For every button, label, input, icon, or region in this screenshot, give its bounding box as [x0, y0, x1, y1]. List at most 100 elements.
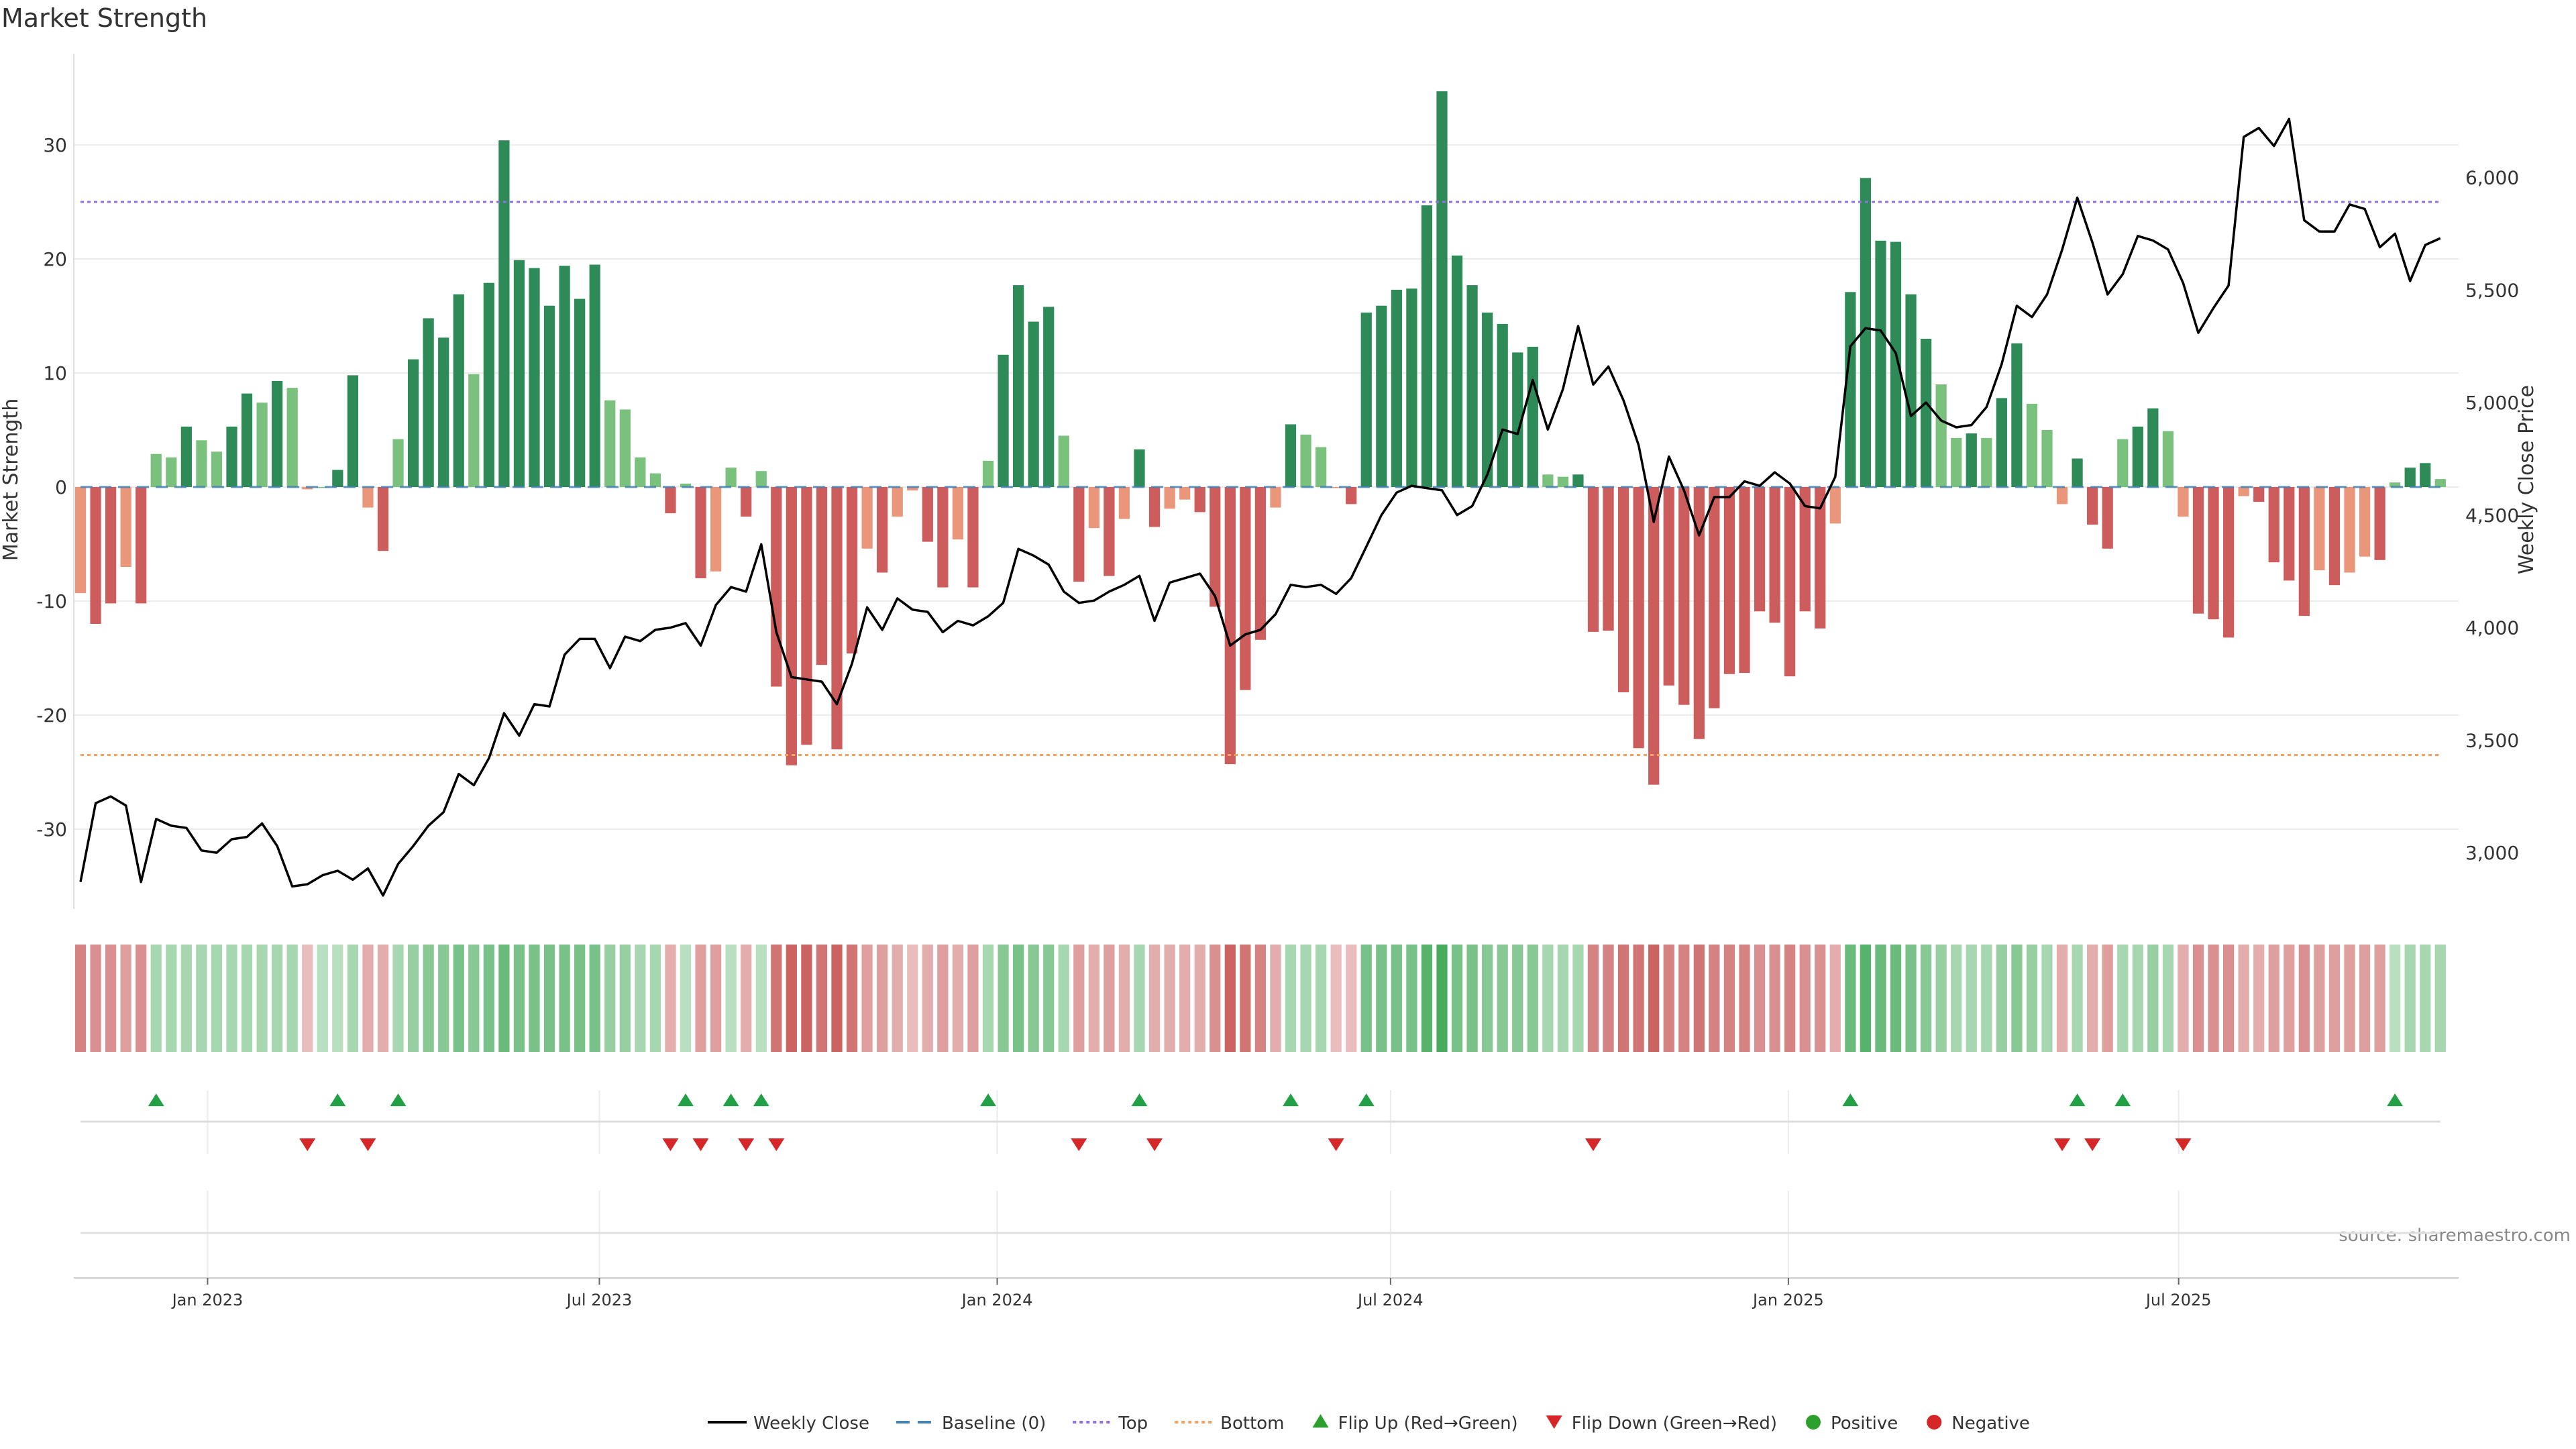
- strength-bar: [1285, 424, 1297, 487]
- strength-bar: [2268, 487, 2279, 563]
- legend-item: Negative: [1927, 1413, 2030, 1434]
- strength-bar: [1815, 487, 1826, 629]
- heat-cell: [1148, 945, 1161, 1052]
- y-tick-label-right: 6,000: [2465, 167, 2519, 189]
- strength-bar: [2253, 487, 2265, 502]
- strength-bar: [423, 318, 434, 487]
- strength-bar: [2102, 487, 2113, 549]
- strength-bar: [1966, 433, 1977, 487]
- y-tick-label-left: -30: [36, 818, 67, 841]
- heat-cell: [831, 945, 843, 1052]
- strength-bar: [2359, 487, 2371, 557]
- heat-cell: [1723, 945, 1735, 1052]
- strength-bar: [1648, 487, 1660, 785]
- heat-cell: [1527, 945, 1538, 1052]
- heat-cell: [1104, 945, 1115, 1052]
- legend-item: Top: [1073, 1413, 1148, 1434]
- heat-cell: [166, 945, 177, 1052]
- strength-bar: [998, 354, 1009, 487]
- strength-bar: [1920, 339, 1932, 487]
- heat-cell: [982, 945, 994, 1052]
- flip-markers: [80, 1093, 2440, 1151]
- heat-cell: [1951, 945, 1962, 1052]
- strength-bar: [2147, 408, 2159, 487]
- strength-bar: [1451, 255, 1463, 487]
- heat-cell: [665, 945, 676, 1052]
- strength-bar: [649, 473, 661, 487]
- strength-bar: [2222, 487, 2235, 638]
- x-tick-label: Jul 2025: [2145, 1291, 2212, 1309]
- strength-bar: [1330, 487, 1342, 488]
- heat-cell: [2253, 945, 2265, 1052]
- strength-bar: [1300, 434, 1311, 487]
- heat-cell: [90, 945, 101, 1052]
- heat-cell: [1421, 945, 1433, 1052]
- strength-bar: [2328, 487, 2341, 586]
- heat-cell: [1194, 945, 1205, 1052]
- strength-bar: [347, 375, 359, 487]
- heat-cell: [786, 945, 797, 1052]
- y-axis-label-left: Market Strength: [0, 398, 23, 561]
- strength-bar: [2238, 487, 2249, 496]
- heat-cell: [226, 945, 237, 1052]
- heat-cell: [407, 945, 419, 1052]
- heat-cell: [1617, 945, 1629, 1052]
- strength-bar: [2374, 487, 2385, 560]
- heat-cell: [967, 945, 979, 1052]
- heat-cell: [105, 945, 117, 1052]
- heat-cell: [680, 945, 692, 1052]
- flip-down-marker: [2084, 1138, 2101, 1151]
- heat-cell: [286, 945, 298, 1052]
- strength-bar: [786, 487, 797, 765]
- heat-cell: [619, 945, 631, 1052]
- strength-bar: [589, 264, 600, 487]
- heat-cell: [1860, 945, 1872, 1052]
- heat-cell: [1693, 945, 1705, 1052]
- strength-bar: [1391, 289, 1402, 487]
- flip-up-marker: [329, 1093, 346, 1106]
- heat-cell: [1224, 945, 1236, 1052]
- strength-bar: [2072, 458, 2083, 487]
- strength-bar: [1148, 487, 1161, 527]
- heat-cell: [2011, 945, 2023, 1052]
- flip-down-marker: [1328, 1138, 1344, 1151]
- strength-bar: [2132, 426, 2143, 487]
- legend-item: Bottom: [1175, 1413, 1285, 1434]
- heat-cell: [1648, 945, 1660, 1052]
- strength-bar: [604, 400, 616, 487]
- strength-bar: [2011, 343, 2023, 487]
- strength-bar: [1769, 487, 1780, 623]
- strength-bar: [1935, 384, 1947, 487]
- strength-bar: [982, 460, 994, 487]
- heat-cell: [317, 945, 328, 1052]
- heat-cell: [2298, 945, 2310, 1052]
- heat-cell: [1542, 945, 1554, 1052]
- heat-cell: [1482, 945, 1493, 1052]
- legend-item: Flip Up (Red→Green): [1312, 1413, 1518, 1434]
- heat-cell: [1058, 945, 1069, 1052]
- y-tick-label-right: 4,000: [2465, 617, 2519, 639]
- heat-cell: [2344, 945, 2355, 1052]
- flip-up-marker: [2069, 1093, 2086, 1106]
- heat-cell: [1391, 945, 1402, 1052]
- heat-cell: [2434, 945, 2446, 1052]
- heat-cell: [438, 945, 449, 1052]
- strength-bar: [1134, 449, 1145, 487]
- heat-cell: [196, 945, 207, 1052]
- strength-bar: [1406, 288, 1417, 487]
- strength-bar: [665, 487, 676, 514]
- heat-cell: [861, 945, 873, 1052]
- strength-bar: [1497, 323, 1508, 487]
- strength-bar: [1210, 487, 1221, 607]
- flip-up-marker: [390, 1093, 407, 1106]
- heat-cell: [2390, 945, 2401, 1052]
- strength-bar: [1179, 487, 1191, 500]
- heat-cell: [1436, 945, 1448, 1052]
- heat-cell: [302, 945, 313, 1052]
- strength-bar: [483, 282, 494, 487]
- strength-bar: [1376, 305, 1387, 487]
- strength-bar: [2208, 487, 2219, 620]
- heat-cell: [2314, 945, 2325, 1052]
- heat-cell: [1633, 945, 1644, 1052]
- heat-cell: [74, 945, 87, 1052]
